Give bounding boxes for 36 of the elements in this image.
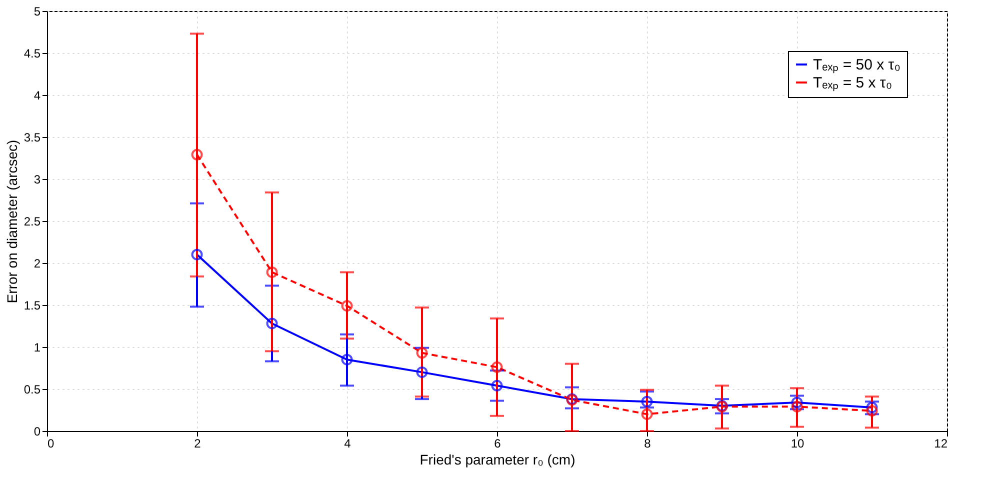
x-tick-label: 8 — [644, 436, 652, 450]
y-tick-label: 3 — [34, 172, 41, 186]
x-tick-label: 0 — [48, 436, 54, 450]
point — [416, 366, 428, 378]
y-tick-label: 2 — [34, 256, 41, 270]
point — [491, 380, 503, 392]
y-tick-label: 2.5 — [24, 214, 41, 228]
y-tick-label: 3.5 — [24, 130, 41, 144]
point — [641, 408, 653, 420]
x-axis-title: Fried's parameter r₀ (cm) — [420, 452, 576, 468]
point — [191, 148, 203, 160]
point — [266, 266, 278, 278]
point — [866, 405, 878, 417]
x-tick-label: 6 — [494, 436, 502, 450]
y-tick-label: 0 — [34, 424, 41, 438]
legend-label: Tₑₓₚ = 50 x τ₀ — [813, 56, 900, 74]
x-tick-label: 4 — [344, 436, 352, 450]
y-tick-label: 4 — [34, 88, 41, 102]
point — [791, 400, 803, 412]
point — [341, 300, 353, 312]
y-tick-label: 4.5 — [24, 46, 41, 60]
point — [491, 361, 503, 373]
y-axis-title: Error on diameter (arcsec) — [4, 140, 20, 304]
x-tick-label: 12 — [934, 436, 948, 450]
x-tick-label: 10 — [790, 436, 804, 450]
point — [341, 354, 353, 366]
y-tick-label: 0.5 — [24, 382, 41, 396]
point — [416, 347, 428, 359]
y-tick-label: 1 — [34, 340, 41, 354]
x-tick-label: 2 — [194, 436, 202, 450]
point — [641, 396, 653, 408]
point — [191, 248, 203, 260]
y-tick-label: 1.5 — [24, 298, 41, 312]
point — [266, 318, 278, 330]
legend-label: Tₑₓₚ = 5 x τ₀ — [813, 74, 892, 92]
y-tick-label: 5 — [34, 4, 41, 18]
